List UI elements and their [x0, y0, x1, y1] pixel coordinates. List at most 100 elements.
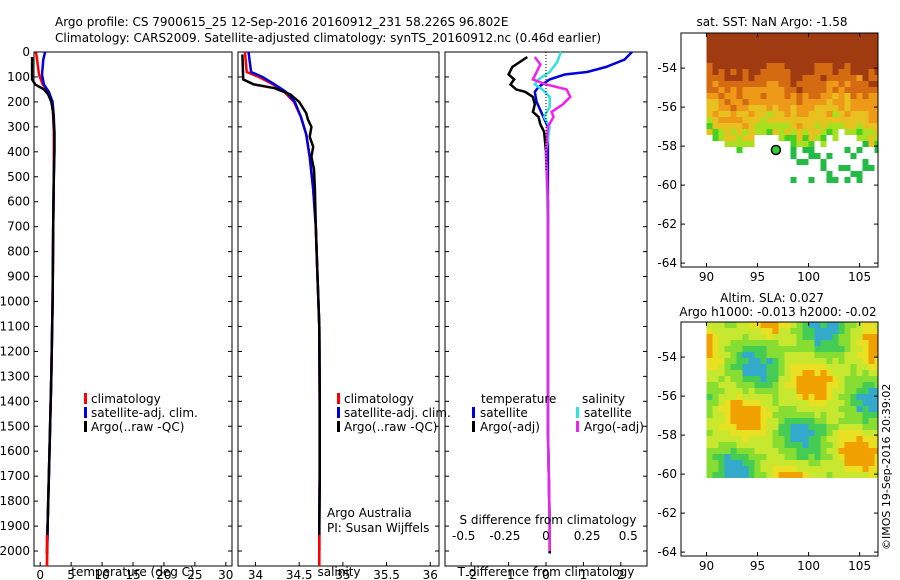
credit-pi: PI: Susan Wijffels — [327, 521, 429, 535]
heatmap-cell — [832, 406, 839, 412]
heatmap-cell — [772, 406, 779, 412]
heatmap-cell — [790, 322, 797, 328]
heatmap-cell — [814, 364, 821, 370]
heatmap-cell — [706, 454, 713, 460]
heatmap-cell — [772, 418, 779, 424]
heatmap-cell — [838, 454, 845, 460]
heatmap-cell — [718, 364, 725, 370]
heatmap-cell — [724, 99, 731, 105]
heatmap-cell — [838, 346, 845, 352]
heatmap-cell — [790, 328, 797, 334]
heatmap-cell — [862, 346, 869, 352]
heatmap-cell — [718, 388, 725, 394]
y-tick-label: -60 — [657, 178, 677, 192]
heatmap-cell — [784, 406, 791, 412]
heatmap-cell — [772, 352, 779, 358]
heatmap-cell — [856, 382, 863, 388]
heatmap-cell — [820, 111, 827, 117]
heatmap-cell — [784, 69, 791, 75]
heatmap-cell — [862, 364, 869, 370]
heatmap-cell — [874, 111, 878, 117]
heatmap-cell — [778, 382, 785, 388]
heatmap-cell — [868, 111, 875, 117]
heatmap-cell — [826, 442, 833, 448]
heatmap-cell — [706, 460, 713, 466]
heatmap-cell — [832, 135, 839, 141]
heatmap-cell — [790, 382, 797, 388]
heatmap-cell — [784, 472, 791, 478]
heatmap-cell — [718, 382, 725, 388]
heatmap-cell — [802, 346, 809, 352]
heatmap-cell — [724, 129, 731, 135]
heatmap-cell — [742, 75, 749, 81]
heatmap-cell — [814, 376, 821, 382]
heatmap-cell — [850, 123, 857, 129]
heatmap-cell — [784, 111, 791, 117]
heatmap-cell — [844, 382, 851, 388]
heatmap-cell — [868, 436, 875, 442]
heatmap-cell — [712, 117, 719, 123]
heatmap-cell — [766, 328, 773, 334]
heatmap-cell — [850, 400, 857, 406]
depth-tick-labels: 0 100 200 300 400 500 600 700 800 900 1000 1100 1200… — [0, 45, 30, 558]
heatmap-cell — [784, 129, 791, 135]
heatmap-cell — [850, 460, 857, 466]
heatmap-cell — [838, 105, 845, 111]
heatmap-cell — [754, 364, 761, 370]
y-tick-label: 900 — [7, 270, 30, 284]
heatmap-cell — [838, 412, 845, 418]
heatmap-cell — [850, 87, 857, 93]
heatmap-cell — [760, 466, 767, 472]
heatmap-cell — [802, 159, 809, 165]
heatmap-cell — [874, 93, 878, 99]
heatmap-cell — [820, 370, 827, 376]
heatmap-cell — [718, 346, 725, 352]
heatmap-cell — [772, 93, 779, 99]
heatmap-cell — [868, 448, 875, 454]
heatmap-cell — [736, 63, 743, 69]
heatmap-cell — [808, 69, 815, 75]
x-tick-label: 90 — [699, 559, 714, 573]
heatmap-cell — [856, 412, 863, 418]
heatmap-cell — [772, 382, 779, 388]
heatmap-cell — [718, 51, 725, 57]
heatmap-cell — [874, 376, 878, 382]
heatmap-cell — [754, 129, 761, 135]
heatmap-cell — [832, 418, 839, 424]
heatmap-cell — [838, 430, 845, 436]
heatmap-cell — [742, 460, 749, 466]
heatmap-cell — [706, 123, 713, 129]
heatmap-cell — [778, 424, 785, 430]
heatmap-cell — [820, 412, 827, 418]
heatmap-cell — [850, 358, 857, 364]
heatmap-cell — [796, 454, 803, 460]
x-tick-label: 30 — [218, 568, 233, 580]
heatmap-cell — [718, 117, 725, 123]
heatmap-cell — [802, 39, 809, 45]
heatmap-cell — [748, 63, 755, 69]
heatmap-cell — [808, 358, 815, 364]
heatmap-cell — [778, 364, 785, 370]
heatmap-cell — [796, 346, 803, 352]
heatmap-cell — [868, 165, 875, 171]
heatmap-cell — [820, 328, 827, 334]
heatmap-cell — [790, 364, 797, 370]
heatmap-cell — [832, 129, 839, 135]
heatmap-cell — [796, 352, 803, 358]
heatmap-cell — [772, 376, 779, 382]
heatmap-cell — [766, 63, 773, 69]
sla-map-subtitle: Argo h1000: -0.013 h2000: -0.02 — [679, 305, 876, 319]
heatmap-cell — [856, 177, 863, 183]
heatmap-cell — [790, 400, 797, 406]
heatmap-cell — [760, 63, 767, 69]
heatmap-cell — [766, 45, 773, 51]
heatmap-cell — [838, 376, 845, 382]
heatmap-cell — [826, 382, 833, 388]
heatmap-cell — [706, 117, 713, 123]
heatmap-cell — [856, 328, 863, 334]
heatmap-cell — [754, 388, 761, 394]
heatmap-cell — [754, 382, 761, 388]
heatmap-cell — [712, 105, 719, 111]
heatmap-cell — [838, 322, 845, 328]
heatmap-cell — [868, 123, 875, 129]
